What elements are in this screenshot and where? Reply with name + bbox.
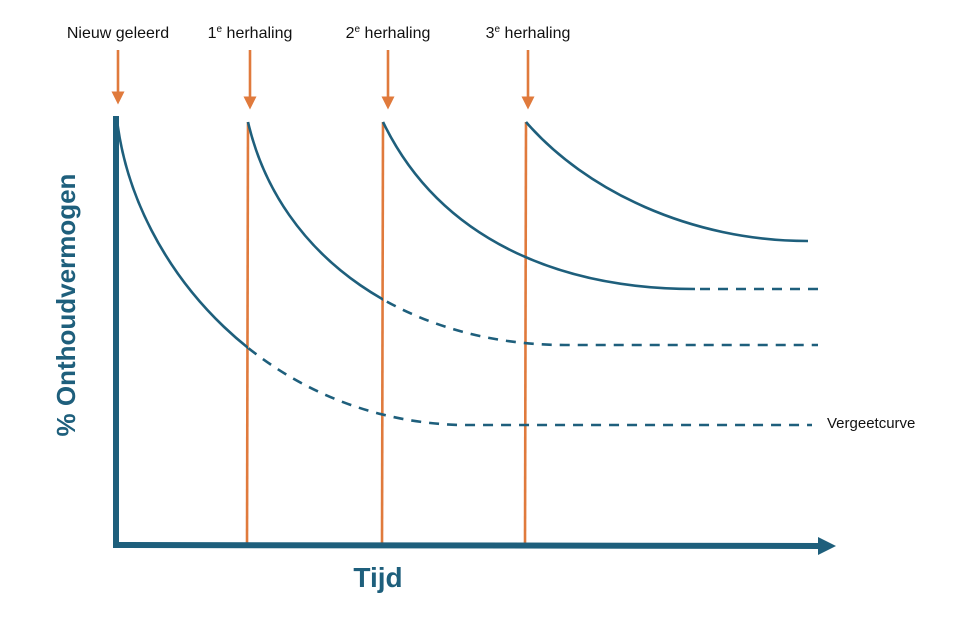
marker-label: Nieuw geleerd [67,25,169,42]
x-axis-label: Tijd [353,562,402,593]
curve-label: Vergeetcurve [827,415,915,432]
x-axis [112,542,821,549]
curve-2 [246,121,818,347]
x-axis-arrow [818,537,836,555]
y-axis-label: % Onthoudvermogen [51,174,81,437]
curve-4 [525,121,809,243]
repetition-line [380,121,385,546]
repetition-line [245,121,250,546]
curve-1 [115,119,812,427]
marker-label: 3e herhaling [486,24,571,42]
marker-label: 1e herhaling [208,24,293,42]
curve-3 [381,121,818,291]
repetition-line [523,121,528,546]
marker-label: 2e herhaling [346,24,431,42]
